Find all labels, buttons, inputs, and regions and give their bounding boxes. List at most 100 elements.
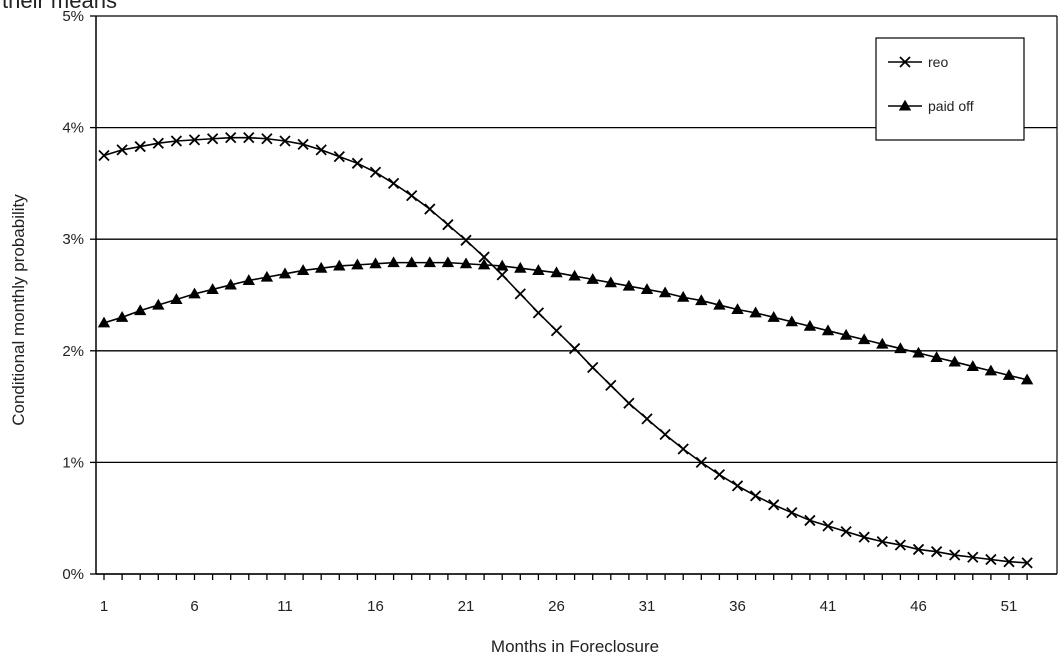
data-point — [296, 264, 310, 275]
y-tick-label: 4% — [62, 120, 84, 137]
data-point — [260, 270, 274, 282]
data-point — [225, 132, 237, 144]
series-paid-off — [97, 256, 1034, 385]
y-tick-label: 0% — [62, 566, 84, 583]
data-point — [152, 298, 165, 310]
data-point — [623, 397, 635, 409]
tick-labels: 0%1%2%3%4%5%1 6 11 16 21 26 31 36 41 46 51 — [62, 8, 1017, 615]
data-point — [170, 135, 183, 147]
data-point — [333, 150, 345, 163]
data-point — [749, 306, 762, 318]
legend-label: reo — [928, 54, 948, 70]
x-tick-label: 1 — [100, 598, 108, 615]
data-point — [423, 256, 436, 268]
data-point — [369, 257, 382, 269]
data-point — [206, 283, 219, 294]
data-point — [930, 351, 943, 363]
data-point — [804, 514, 816, 527]
x-tick-label: 31 — [639, 598, 656, 615]
data-point — [659, 428, 671, 441]
data-point — [441, 256, 455, 268]
data-point — [894, 539, 907, 551]
data-point — [387, 256, 400, 268]
y-tick-label: 1% — [62, 454, 84, 471]
data-point — [785, 315, 798, 327]
data-point — [858, 531, 870, 543]
data-point — [641, 413, 653, 425]
data-point — [134, 140, 146, 153]
data-point — [640, 283, 654, 294]
data-point — [188, 134, 201, 146]
data-point — [840, 525, 852, 538]
data-point — [134, 304, 147, 316]
data-point — [677, 290, 690, 302]
data-point — [387, 177, 400, 190]
y-axis-title: Conditional monthly probability — [9, 194, 28, 426]
x-tick-label: 6 — [190, 598, 198, 615]
data-point — [858, 333, 871, 345]
data-point — [116, 144, 128, 156]
data-point — [695, 294, 708, 306]
data-point — [405, 256, 418, 268]
data-point — [514, 261, 527, 273]
data-point — [930, 546, 943, 558]
data-point — [749, 490, 762, 502]
y-tick-label: 2% — [62, 343, 84, 360]
data-point — [333, 259, 346, 271]
data-point — [786, 506, 798, 519]
data-point — [550, 325, 563, 337]
data-point — [532, 264, 545, 275]
data-point — [406, 190, 418, 202]
data-point — [315, 261, 328, 273]
data-point — [568, 342, 581, 355]
data-point — [677, 443, 689, 455]
data-point — [731, 480, 744, 492]
caption-fragment: their means — [2, 0, 117, 13]
data-point — [1002, 369, 1016, 380]
data-point — [315, 144, 327, 156]
data-point — [658, 286, 672, 298]
x-tick-label: 36 — [729, 598, 746, 615]
data-point — [985, 553, 997, 566]
x-tick-label: 16 — [367, 598, 384, 615]
legend: reo paid off — [875, 37, 1025, 141]
data-point — [297, 138, 309, 150]
data-point — [605, 379, 617, 392]
data-point — [821, 324, 835, 336]
y-tick-label: 3% — [62, 231, 84, 248]
data-point — [170, 293, 183, 304]
x-tick-label: 51 — [1001, 598, 1018, 615]
data-point — [803, 319, 817, 331]
data-point — [604, 276, 617, 288]
data-point — [586, 273, 599, 284]
legend-box — [875, 37, 1025, 141]
data-point — [242, 274, 255, 286]
data-point — [278, 267, 292, 279]
data-point — [1003, 556, 1015, 568]
data-point — [568, 269, 581, 281]
data-point — [460, 234, 472, 246]
data-point — [442, 219, 454, 231]
data-point — [949, 549, 961, 561]
data-point — [1021, 557, 1033, 569]
data-point — [948, 355, 961, 367]
data-point — [224, 278, 237, 290]
data-point — [477, 258, 491, 270]
data-point — [912, 543, 925, 556]
data-point — [152, 137, 164, 149]
data-point — [206, 133, 219, 145]
data-point — [876, 337, 889, 349]
data-point — [1020, 373, 1034, 385]
x-tick-label: 41 — [820, 598, 837, 615]
data-point — [532, 307, 545, 319]
x-tick-label: 26 — [548, 598, 565, 615]
series-layer — [97, 132, 1034, 569]
data-point — [369, 166, 382, 178]
data-point — [478, 251, 490, 263]
data-point — [966, 360, 979, 371]
data-point — [98, 149, 110, 162]
y-tick-label: 5% — [62, 8, 84, 25]
data-point — [894, 342, 907, 354]
data-point — [351, 157, 364, 169]
